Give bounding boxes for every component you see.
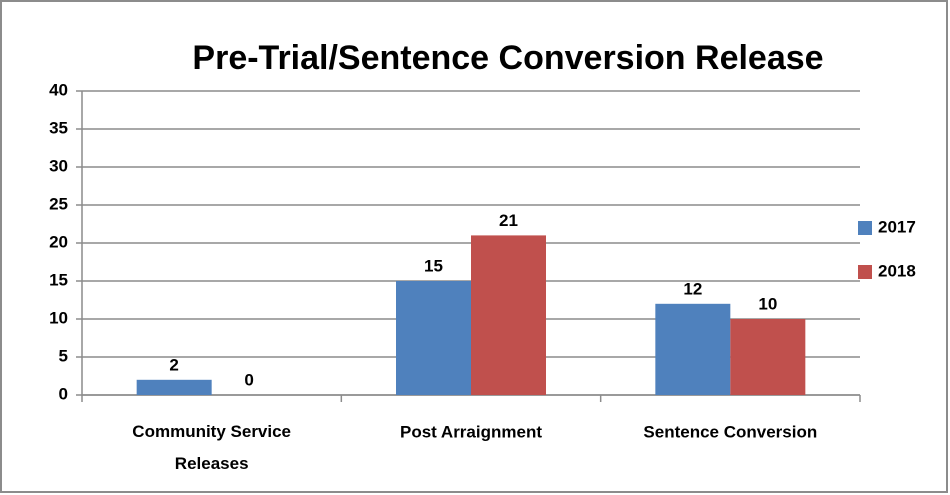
legend-swatch (858, 221, 872, 235)
data-label: 15 (424, 256, 443, 275)
x-tick-label: Community Service Releases (132, 422, 291, 473)
legend-label: 2018 (878, 261, 916, 280)
x-tick-label-line: Community Service (132, 422, 291, 441)
x-tick-label-line: Releases (175, 454, 249, 473)
y-tick-label: 5 (59, 346, 68, 365)
bar (396, 281, 471, 395)
legend-label: 2017 (878, 217, 916, 236)
legend-swatch (858, 265, 872, 279)
y-tick-label: 15 (49, 270, 68, 289)
y-tick-label: 30 (49, 156, 68, 175)
data-label: 2 (169, 355, 178, 374)
data-label: 0 (244, 370, 253, 389)
y-tick-label: 20 (49, 232, 68, 251)
y-tick-label: 25 (49, 194, 68, 213)
data-label: 21 (499, 211, 518, 230)
bar (730, 319, 806, 395)
chart-title: Pre-Trial/Sentence Conversion Release (192, 39, 823, 77)
bar (655, 303, 731, 395)
y-tick-label: 10 (49, 308, 68, 327)
bar (471, 235, 546, 395)
data-label: 10 (758, 294, 777, 313)
x-tick-label: Sentence Conversion (643, 422, 817, 441)
data-label: 12 (683, 279, 702, 298)
y-tick-label: 0 (59, 384, 68, 403)
bar (136, 379, 212, 395)
x-tick-label: Post Arraignment (400, 422, 542, 441)
y-tick-label: 35 (49, 118, 68, 137)
y-tick-label: 40 (49, 80, 68, 99)
